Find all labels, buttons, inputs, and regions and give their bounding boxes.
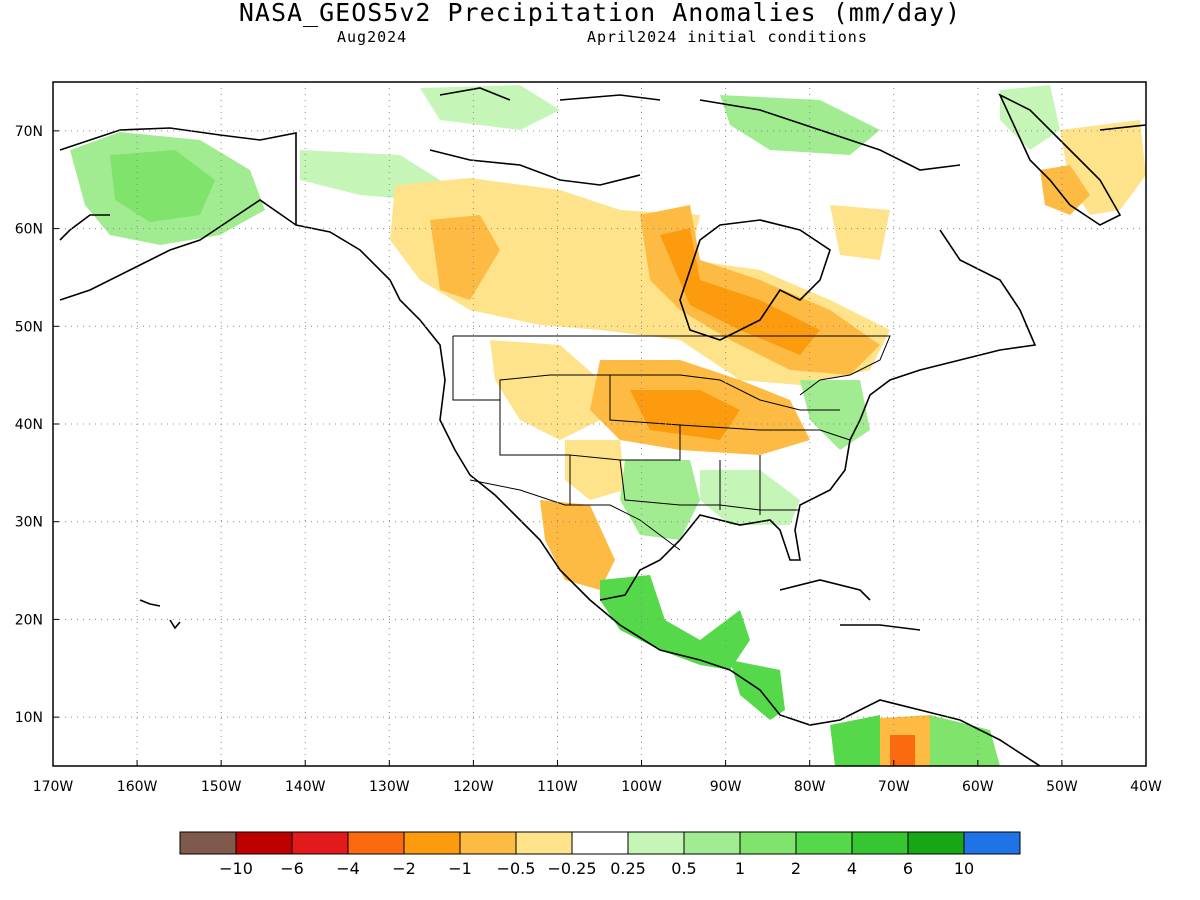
colorbar xyxy=(179,831,1021,855)
latitude-tick-labels: 70N 60N 50N 40N 30N 20N 10N xyxy=(15,124,59,726)
anomaly-region-labrador-dry xyxy=(830,205,890,260)
colorbar-swatch xyxy=(235,831,293,855)
anomaly-region-guyana-wet xyxy=(930,715,1000,766)
colorbar-swatch xyxy=(683,831,741,855)
lon-tick-label: 90W xyxy=(710,779,742,795)
colorbar-swatch xyxy=(179,831,237,855)
colorbar-swatch xyxy=(907,831,965,855)
colorbar-swatch xyxy=(795,831,853,855)
anomaly-region-greenland-west xyxy=(1000,85,1060,150)
lon-tick-label: 130W xyxy=(369,779,410,795)
colorbar-label: 4 xyxy=(847,859,857,878)
lat-tick-label: 70N xyxy=(15,124,43,140)
lon-tick-label: 110W xyxy=(537,779,578,795)
lat-tick-label: 20N xyxy=(15,612,43,628)
valid-month-label: Aug2024 xyxy=(337,28,408,46)
colorbar-label: 2 xyxy=(791,859,801,878)
colorbar-swatch xyxy=(403,831,461,855)
anomaly-region-canada-dry-core xyxy=(430,215,500,300)
lat-tick-label: 60N xyxy=(15,222,43,238)
colorbar-label: −0.5 xyxy=(497,859,536,878)
lon-tick-label: 40W xyxy=(1130,779,1162,795)
colorbar-label: 10 xyxy=(954,859,974,878)
lon-tick-label: 160W xyxy=(117,779,158,795)
colorbar-label: −0.25 xyxy=(547,859,596,878)
lon-tick-label: 50W xyxy=(1046,779,1078,795)
anomaly-region-greenland-core xyxy=(1040,165,1090,215)
colorbar-swatch xyxy=(739,831,797,855)
lon-tick-label: 70W xyxy=(878,779,910,795)
colorbar-label: −10 xyxy=(219,859,253,878)
lon-tick-label: 60W xyxy=(962,779,994,795)
colorbar-swatch xyxy=(459,831,517,855)
lon-tick-label: 150W xyxy=(201,779,242,795)
anomaly-region-southeast-wet xyxy=(700,470,800,525)
anomaly-region-ontario-dry-core xyxy=(660,228,820,355)
anomaly-region-alaska-core xyxy=(110,150,215,222)
colorbar-label: −6 xyxy=(280,859,304,878)
graticule xyxy=(53,82,1146,766)
lat-tick-label: 30N xyxy=(15,515,43,531)
colorbar-label: 1 xyxy=(735,859,745,878)
lat-tick-label: 40N xyxy=(15,417,43,433)
lon-tick-label: 120W xyxy=(453,779,494,795)
colorbar-swatch xyxy=(851,831,909,855)
colorbar-swatch xyxy=(627,831,685,855)
lon-tick-label: 170W xyxy=(33,779,74,795)
colorbar-label: −1 xyxy=(448,859,472,878)
colorbar-swatch xyxy=(571,831,629,855)
colorbar-swatch xyxy=(963,831,1021,855)
anomaly-region-venezuela-dry-core xyxy=(890,735,915,766)
colorbar-label: 0.25 xyxy=(610,859,646,878)
anomaly-region-arctic-islands xyxy=(420,85,560,130)
lat-tick-label: 10N xyxy=(15,710,43,726)
map-title: NASA_GEOS5v2 Precipitation Anomalies (mm… xyxy=(238,0,962,27)
coastlines xyxy=(59,87,1146,766)
colorbar-labels: −10 −6 −4 −2 −1 −0.5 −0.25 0.25 0.5 1 2 4 6 10 xyxy=(219,859,974,878)
colorbar-swatch xyxy=(515,831,573,855)
anomaly-region-colombia-wet xyxy=(830,715,880,766)
lat-tick-label: 50N xyxy=(15,319,43,335)
initial-conditions-label: April2024 initial conditions xyxy=(587,28,868,46)
lon-tick-label: 100W xyxy=(621,779,662,795)
lon-tick-label: 80W xyxy=(794,779,826,795)
anomaly-region-southern-mexico-wet xyxy=(600,575,750,670)
colorbar-label: −4 xyxy=(336,859,360,878)
anomaly-region-northern-rockies xyxy=(490,340,600,440)
anomaly-region-colorado-dry xyxy=(565,440,625,500)
anomaly-region-mid-atlantic-wet xyxy=(800,380,870,450)
lon-tick-label: 140W xyxy=(285,779,326,795)
political-borders xyxy=(295,133,891,551)
colorbar-label: 6 xyxy=(903,859,913,878)
longitude-tick-labels: 170W 160W 150W 140W 130W 120W 110W 100W 90W 80W 70… xyxy=(33,760,1162,795)
colorbar-swatch xyxy=(291,831,349,855)
anomaly-region-ontario-dry xyxy=(640,205,880,375)
colorbar-swatch xyxy=(347,831,405,855)
anomaly-shading xyxy=(70,85,1146,766)
colorbar-label: −2 xyxy=(392,859,416,878)
colorbar-label: 0.5 xyxy=(671,859,696,878)
